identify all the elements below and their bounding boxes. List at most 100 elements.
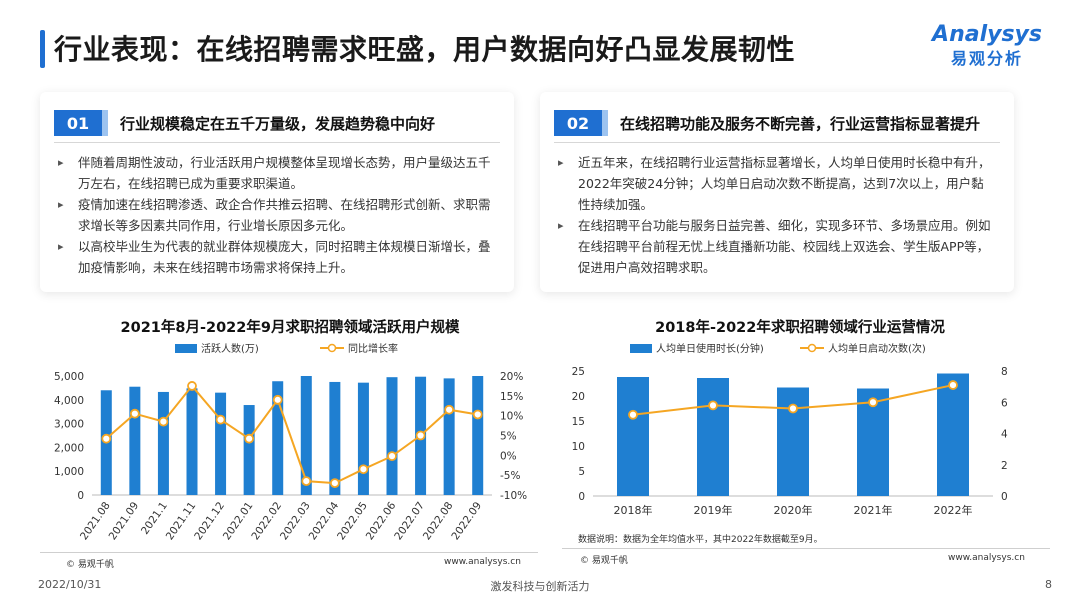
y-right-tick-label: -10% <box>500 490 527 502</box>
card-bullets: 近五年来，在线招聘行业运营指标显著增长，人均单日使用时长稳中有升，2022年突破… <box>554 152 994 278</box>
bar <box>215 392 227 495</box>
bar <box>443 378 455 495</box>
chart2-title: 2018年-2022年求职招聘领域行业运营情况 <box>655 320 945 336</box>
y-left-tick-label: 5,000 <box>54 371 84 383</box>
card-header: 02 在线招聘功能及服务不断完善，行业运营指标显著提升 <box>554 108 980 138</box>
page-date: 2022/10/31 <box>38 578 102 591</box>
card-industry-scale: 01 行业规模稳定在五千万量级，发展趋势稳中向好 伴随着周期性波动，行业活跃用户… <box>40 92 514 292</box>
line-point <box>708 400 718 411</box>
y-left-tick-label: 2,000 <box>54 442 84 454</box>
line-point <box>301 476 312 487</box>
x-tick-label: 2020年 <box>774 503 813 517</box>
line-point <box>215 414 226 425</box>
bar <box>243 405 255 495</box>
line-point <box>244 433 255 444</box>
x-tick-label: 2018年 <box>614 503 653 517</box>
chart1-footer-line <box>40 552 538 553</box>
line-point <box>788 403 798 414</box>
card-number-accent <box>602 110 608 136</box>
legend-line-label: 同比增长率 <box>348 342 398 355</box>
y-right-tick-label: 5% <box>500 431 517 443</box>
bar <box>129 386 141 495</box>
y-left-tick-label: 25 <box>572 366 585 378</box>
line-point <box>415 430 426 441</box>
page-title: 行业表现：在线招聘需求旺盛，用户数据向好凸显发展韧性 <box>54 33 796 66</box>
page-number: 8 <box>1045 578 1052 591</box>
y-right-tick-label: 10% <box>500 411 523 423</box>
legend-line-marker <box>807 343 817 353</box>
line-point <box>329 478 340 489</box>
legend-bar-label: 活跃人数(万) <box>201 342 259 355</box>
y-left-tick-label: 10 <box>572 441 585 453</box>
chart2-source: © 易观千帆 <box>580 556 628 566</box>
y-right-tick-label: 4 <box>1001 429 1008 441</box>
y-left-tick-label: 1,000 <box>54 466 84 478</box>
bar <box>329 381 341 495</box>
card-title: 行业规模稳定在五千万量级，发展趋势稳中向好 <box>120 114 436 133</box>
bar <box>272 381 284 495</box>
y-right-tick-label: 8 <box>1001 366 1008 378</box>
bar <box>157 391 169 495</box>
x-tick-label: 2022年 <box>934 503 973 517</box>
bullet-item: 近五年来，在线招聘行业运营指标显著增长，人均单日使用时长稳中有升，2022年突破… <box>554 152 994 215</box>
bar <box>357 382 369 495</box>
analysys-logo: Analysys 易观分析 <box>932 22 1042 69</box>
chart2-site: www.analysys.cn <box>948 553 1025 563</box>
bar <box>186 388 198 495</box>
y-right-tick-label: 2 <box>1001 460 1008 472</box>
logo-cn: 易观分析 <box>951 49 1024 68</box>
legend-line-label: 人均单日启动次数(次) <box>828 342 926 355</box>
line-point <box>472 409 483 420</box>
line-point <box>948 380 958 390</box>
chart2-operations: 人均单日使用时长(分钟) 人均单日启动次数(次) 0 5 10 15 20 25 0 2 4 6 8 20… <box>572 342 1008 517</box>
chart1-site: www.analysys.cn <box>444 557 521 567</box>
legend-line-marker <box>327 343 337 353</box>
y-left-tick-label: 3,000 <box>54 419 84 431</box>
x-tick-label: 2021年 <box>854 503 893 517</box>
y-right-tick-label: 0 <box>1001 491 1008 503</box>
chart1-source: © 易观千帆 <box>66 560 114 570</box>
bullet-item: 在线招聘平台功能与服务日益完善、细化，实现多环节、多场景应用。例如在线招聘平台前… <box>554 215 994 278</box>
y-left-tick-label: 0 <box>578 491 585 503</box>
x-tick-label: 2019年 <box>694 503 733 517</box>
y-right-tick-label: 15% <box>500 391 523 403</box>
chart1-active-users: 活跃人数(万) 同比增长率 0 1,000 2,000 3,000 4,000 5,000 -1… <box>54 342 527 542</box>
card-bullets: 伴随着周期性波动，行业活跃用户规模整体呈现增长态势，用户量级达五千万左右，在线招… <box>54 152 494 278</box>
y-right-tick-label: 6 <box>1001 397 1008 409</box>
y-left-tick-label: 5 <box>578 466 585 478</box>
card-header: 01 行业规模稳定在五千万量级，发展趋势稳中向好 <box>54 108 435 138</box>
legend-bar-swatch <box>175 344 197 353</box>
chart1-title: 2021年8月-2022年9月求职招聘领域活跃用户规模 <box>120 320 460 336</box>
y-right-tick-label: 20% <box>500 371 523 383</box>
y-left-tick-label: 15 <box>572 416 585 428</box>
line-point <box>444 404 455 415</box>
card-number: 01 <box>54 110 102 136</box>
line-point <box>187 381 197 391</box>
line-point <box>272 394 283 405</box>
bullet-item: 疫情加速在线招聘渗透、政企合作共推云招聘、在线招聘形式创新、求职需求增长等多因素… <box>54 194 494 236</box>
card-title: 在线招聘功能及服务不断完善，行业运营指标显著提升 <box>620 114 981 133</box>
line-point <box>158 416 169 427</box>
y-left-tick-label: 4,000 <box>54 395 84 407</box>
line-point <box>358 464 369 475</box>
card-divider <box>54 142 500 143</box>
y-left-tick-label: 0 <box>77 490 84 502</box>
logo-en: Analysys <box>932 22 1042 47</box>
y-right-tick-label: -5% <box>500 470 520 482</box>
bullet-item: 以高校毕业生为代表的就业群体规模庞大，同时招聘主体规模日渐增长，叠加疫情影响，未… <box>54 236 494 278</box>
y-left-tick-label: 20 <box>572 391 585 403</box>
bar <box>300 376 312 495</box>
bar <box>697 378 729 496</box>
chart2-footer-line <box>562 548 1050 549</box>
card-operations: 02 在线招聘功能及服务不断完善，行业运营指标显著提升 近五年来，在线招聘行业运… <box>540 92 1014 292</box>
line-point <box>387 451 397 462</box>
bar <box>617 377 649 496</box>
line-point <box>628 409 638 420</box>
bar <box>472 376 484 495</box>
title-accent-bar <box>40 30 45 68</box>
card-number: 02 <box>554 110 602 136</box>
growth-line <box>105 384 478 485</box>
card-number-accent <box>102 110 108 136</box>
y-right-tick-label: 0% <box>500 450 517 462</box>
line-point <box>868 397 878 408</box>
